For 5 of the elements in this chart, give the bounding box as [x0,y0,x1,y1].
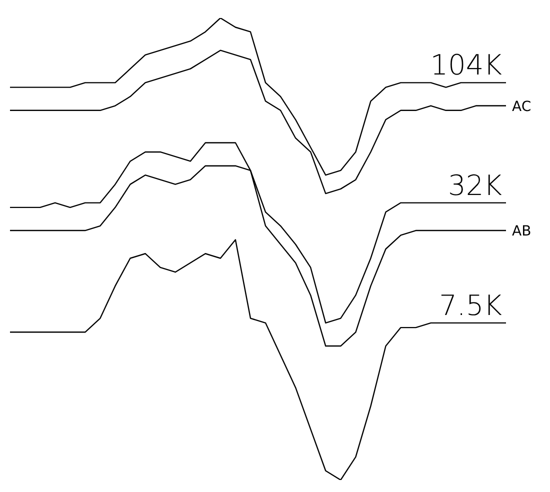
series-label: AB [512,224,532,240]
series-label: 104K [430,48,503,82]
series-label: AC [512,98,532,115]
series-label: 32K [448,168,503,202]
series-label: 7.5K [439,288,503,322]
